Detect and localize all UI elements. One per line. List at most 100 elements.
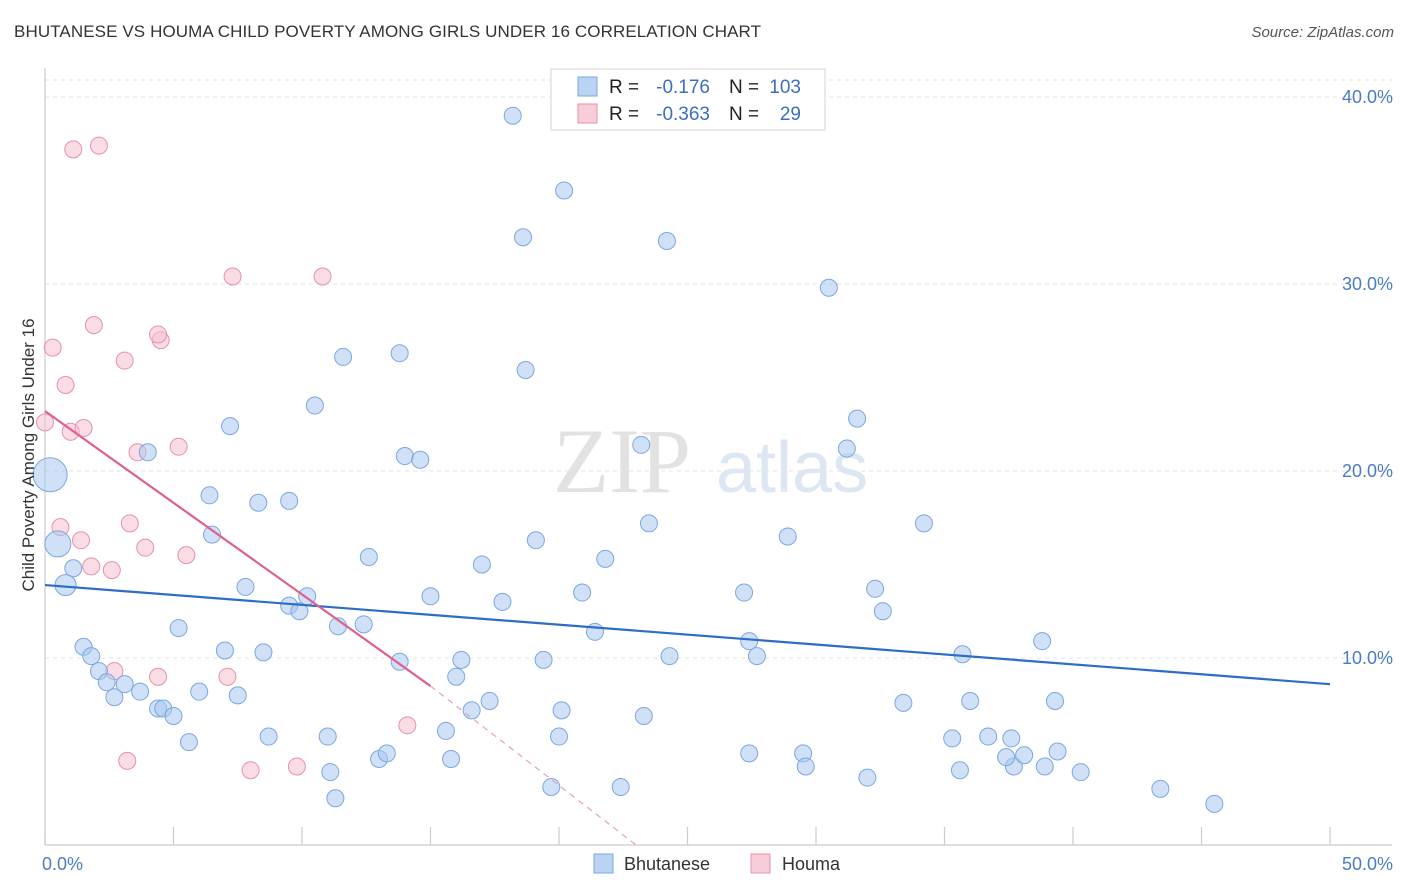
bhutanese-point <box>1205 794 1224 813</box>
bhutanese-point <box>573 583 592 602</box>
bhutanese-point <box>377 744 396 763</box>
bhutanese-point <box>249 493 268 512</box>
data-points <box>32 106 1224 813</box>
bhutanese-point <box>179 733 198 752</box>
bhutanese-point <box>290 602 309 621</box>
bhutanese-point <box>259 727 278 746</box>
bhutanese-point <box>837 439 856 458</box>
houma-point <box>118 751 137 770</box>
houma-point <box>89 136 108 155</box>
bottom-legend-label-houma: Houma <box>782 854 841 874</box>
bhutanese-point <box>305 396 324 415</box>
houma-point <box>287 757 306 776</box>
bhutanese-point <box>105 688 124 707</box>
houma-point <box>56 375 75 394</box>
houma-point <box>313 267 332 286</box>
legend-r-value: -0.176 <box>656 77 710 98</box>
bhutanese-point <box>848 409 867 428</box>
houma-point <box>136 538 155 557</box>
bottom-legend-swatch-bhutanese <box>593 853 614 874</box>
legend-n-value: 29 <box>780 104 801 125</box>
grid-lines <box>45 79 1392 659</box>
houma-point <box>115 351 134 370</box>
bhutanese-point <box>221 417 240 436</box>
bhutanese-point <box>943 729 962 748</box>
bhutanese-point <box>740 744 759 763</box>
bhutanese-point <box>442 749 461 768</box>
bhutanese-point <box>526 531 545 550</box>
bhutanese-point <box>503 106 522 125</box>
bhutanese-point <box>660 647 679 666</box>
houma-point <box>43 338 62 357</box>
bhutanese-point <box>64 559 83 578</box>
bottom-legend-label-bhutanese: Bhutanese <box>624 854 710 874</box>
bhutanese-point <box>873 602 892 621</box>
bhutanese-point <box>1151 779 1170 798</box>
houma-point <box>149 667 168 686</box>
bhutanese-point <box>493 592 512 611</box>
bhutanese-trend-line <box>44 583 1331 686</box>
bhutanese-point <box>639 514 658 533</box>
bhutanese-point <box>326 789 345 808</box>
bhutanese-point <box>200 486 219 505</box>
houma-trend-extension <box>430 685 637 846</box>
houma-point <box>71 531 90 550</box>
bhutanese-point <box>1033 632 1052 651</box>
watermark: ZIP atlas <box>553 410 868 512</box>
bhutanese-point <box>858 768 877 787</box>
bhutanese-point <box>411 450 430 469</box>
bhutanese-point <box>894 693 913 712</box>
bhutanese-point <box>421 587 440 606</box>
houma-point <box>82 557 101 576</box>
bhutanese-point <box>796 757 815 776</box>
bhutanese-point <box>32 457 68 493</box>
bhutanese-point <box>169 619 188 638</box>
legend-swatch-houma <box>577 103 598 124</box>
legend-r-value: -0.363 <box>656 104 710 125</box>
bhutanese-point <box>634 706 653 725</box>
bhutanese-point <box>1046 692 1065 711</box>
bottom-legend: Bhutanese Houma <box>593 853 841 874</box>
bhutanese-point <box>514 228 533 247</box>
legend-n-label: N = <box>729 77 759 98</box>
bhutanese-point <box>390 344 409 363</box>
bhutanese-point <box>997 748 1016 767</box>
bhutanese-point <box>82 647 101 666</box>
bhutanese-point <box>552 701 571 720</box>
bhutanese-point <box>254 643 273 662</box>
bhutanese-point <box>961 692 980 711</box>
legend-swatch-bhutanese <box>577 76 598 97</box>
bhutanese-point <box>657 231 676 250</box>
bhutanese-point <box>115 675 134 694</box>
bhutanese-point <box>1048 742 1067 761</box>
legend-n-value: 103 <box>769 77 801 98</box>
y-tick-label: 20.0% <box>1342 461 1393 481</box>
bhutanese-point <box>280 491 299 510</box>
bhutanese-point <box>611 778 630 797</box>
bhutanese-point <box>138 443 157 462</box>
legend-n-label: N = <box>729 104 759 125</box>
houma-point <box>36 413 54 432</box>
bhutanese-point <box>131 682 150 701</box>
bhutanese-point <box>190 682 209 701</box>
y-tick-label: 40.0% <box>1342 87 1393 107</box>
trend-lines <box>44 410 1331 846</box>
bhutanese-point <box>215 641 234 660</box>
bhutanese-point <box>334 347 353 366</box>
bhutanese-point <box>747 647 766 666</box>
bhutanese-point <box>359 548 378 567</box>
houma-point <box>64 140 83 159</box>
houma-point <box>398 716 417 735</box>
y-tick-label: 10.0% <box>1342 648 1393 668</box>
watermark-zip: ZIP <box>553 410 691 512</box>
bhutanese-point <box>778 527 797 546</box>
bhutanese-point <box>436 721 455 740</box>
bhutanese-point <box>462 701 481 720</box>
houma-point <box>74 418 93 437</box>
legend-r-label: R = <box>609 77 639 98</box>
bhutanese-point <box>354 615 373 634</box>
bhutanese-point <box>953 645 972 664</box>
bhutanese-point <box>321 763 340 782</box>
bhutanese-point <box>1035 757 1054 776</box>
x-tick-label: 0.0% <box>42 854 83 874</box>
